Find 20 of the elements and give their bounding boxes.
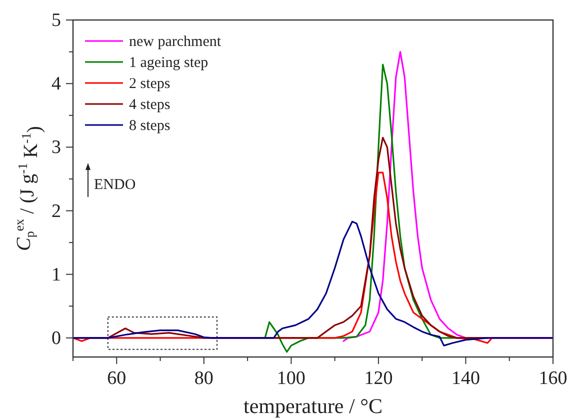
y-tick-label: 3: [52, 137, 61, 158]
legend-label: new parchment: [129, 34, 222, 50]
y-tick-label: 2: [52, 200, 61, 222]
x-axis-title: temperature / °C: [243, 394, 383, 418]
legend-label: 8 steps: [129, 118, 170, 134]
x-tick-label: 160: [538, 368, 568, 389]
legend-label: 2 steps: [129, 76, 170, 92]
x-tick-label: 100: [276, 368, 306, 389]
legend-label: 1 ageing step: [129, 55, 208, 71]
x-tick-label: 80: [194, 368, 214, 389]
x-tick-label: 120: [364, 368, 393, 389]
y-tick-label: 0: [52, 328, 61, 349]
legend-label: 4 steps: [129, 97, 170, 113]
line-series: [73, 220, 553, 346]
y-tick-label: 4: [52, 74, 62, 95]
x-tick-label: 60: [107, 368, 126, 389]
x-tick-label: 140: [451, 368, 480, 389]
annotation: ENDO: [94, 177, 136, 193]
y-tick-label: 5: [52, 10, 61, 31]
y-tick-label: 1: [52, 264, 61, 286]
